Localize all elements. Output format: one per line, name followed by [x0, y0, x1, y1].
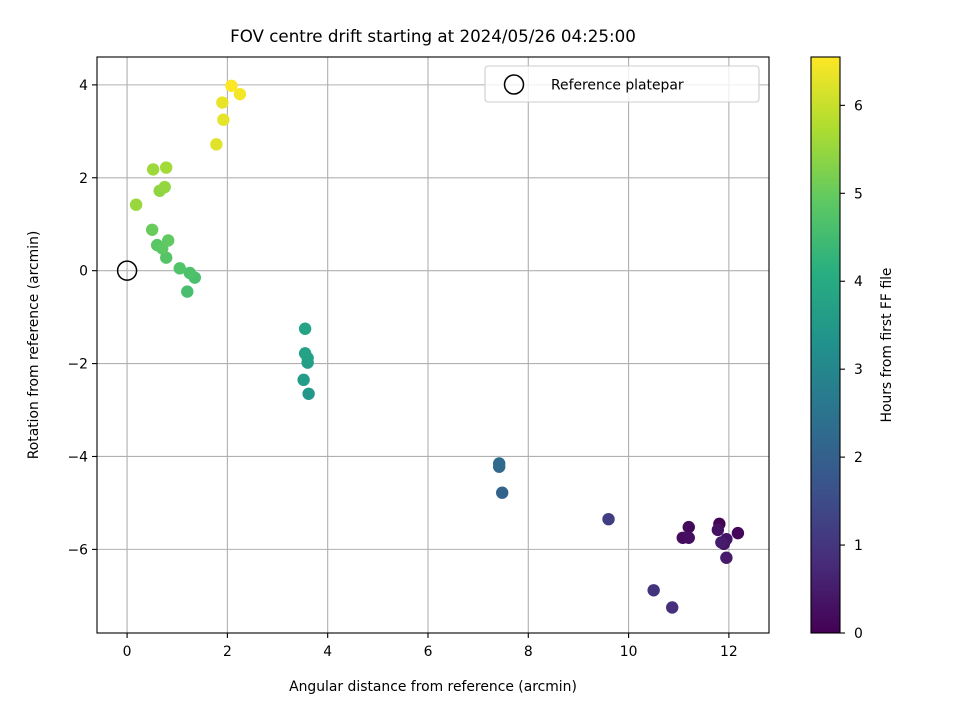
y-axis-label: Rotation from reference (arcmin)	[26, 231, 42, 460]
colorbar-tick-label: 3	[854, 362, 863, 378]
x-tick-label: 4	[323, 644, 332, 660]
y-tick-label: −4	[68, 449, 89, 465]
scatter-point	[602, 512, 615, 526]
plot-area-frame	[96, 56, 770, 634]
scatter-point	[162, 234, 175, 247]
scatter-point	[496, 486, 509, 499]
colorbar-tick-label: 0	[854, 626, 863, 642]
colorbar-gradient	[811, 57, 840, 633]
grid-lines	[97, 57, 769, 633]
scatter-point	[160, 161, 173, 174]
x-tick-label: 10	[620, 644, 638, 660]
legend: Reference platepar	[484, 65, 760, 103]
scatter-point	[129, 198, 143, 211]
legend-box	[484, 65, 760, 103]
scatter-point	[160, 251, 173, 264]
chart-title: FOV centre drift starting at 2024/05/26 …	[230, 26, 636, 46]
scatter-point	[298, 347, 312, 360]
colorbar-tick-label: 2	[854, 450, 863, 466]
scatter-point	[720, 551, 733, 564]
y-tick-label: 2	[79, 171, 88, 187]
legend-label: Reference platepar	[551, 78, 684, 94]
scatter-point	[647, 584, 660, 597]
y-axis-ticks: −6 −4 −2 0 2 4	[68, 78, 97, 558]
scatter-point	[666, 601, 679, 614]
scatter-point	[492, 457, 506, 470]
scatter-point	[731, 526, 745, 540]
scatter-point	[183, 266, 196, 280]
scatter-point	[682, 520, 695, 534]
x-tick-label: 0	[123, 644, 132, 660]
scatter-point	[233, 87, 247, 101]
x-tick-label: 12	[720, 644, 738, 660]
scatter-point	[715, 536, 728, 549]
scatter-point	[298, 322, 312, 335]
scatter-point	[181, 285, 194, 298]
y-tick-label: −2	[68, 357, 88, 373]
colorbar-tick-label: 4	[854, 274, 863, 290]
x-tick-label: 6	[424, 644, 433, 660]
scatter-point	[217, 113, 230, 126]
scatter-point	[210, 138, 223, 151]
colorbar-tick-label: 5	[854, 186, 863, 202]
scatter-point	[682, 531, 695, 544]
scatter-point	[297, 373, 310, 387]
x-axis-ticks: 0 2 4 6 8 10 12	[123, 633, 738, 660]
y-tick-label: 0	[79, 264, 88, 280]
x-tick-label: 2	[223, 644, 232, 660]
scatter-point	[216, 96, 229, 109]
y-tick-label: −6	[68, 542, 88, 558]
scatter-point	[145, 223, 159, 236]
scatter-point	[173, 262, 186, 275]
scatter-point	[302, 387, 315, 400]
colorbar-tick-label: 1	[854, 538, 863, 554]
scatter-point	[146, 163, 160, 176]
scatter-point	[711, 523, 725, 537]
scatter-points	[129, 79, 745, 614]
reference-platepar-marker	[116, 260, 138, 281]
scatter-point	[225, 79, 238, 93]
x-tick-label: 8	[524, 644, 533, 660]
colorbar-tick-label: 6	[854, 98, 863, 114]
colorbar: 0 1 2 3 4 5 6 Hours from first FF file	[810, 56, 895, 642]
scatter-point	[158, 180, 171, 194]
colorbar-label: Hours from first FF file	[879, 268, 895, 423]
y-tick-label: 4	[79, 78, 88, 94]
colorbar-frame	[810, 56, 841, 634]
reference-marker-layer	[116, 260, 138, 281]
legend-marker	[503, 74, 525, 95]
colorbar-ticks: 0 1 2 3 4 5 6	[840, 98, 863, 642]
x-axis-label: Angular distance from reference (arcmin)	[289, 679, 577, 695]
